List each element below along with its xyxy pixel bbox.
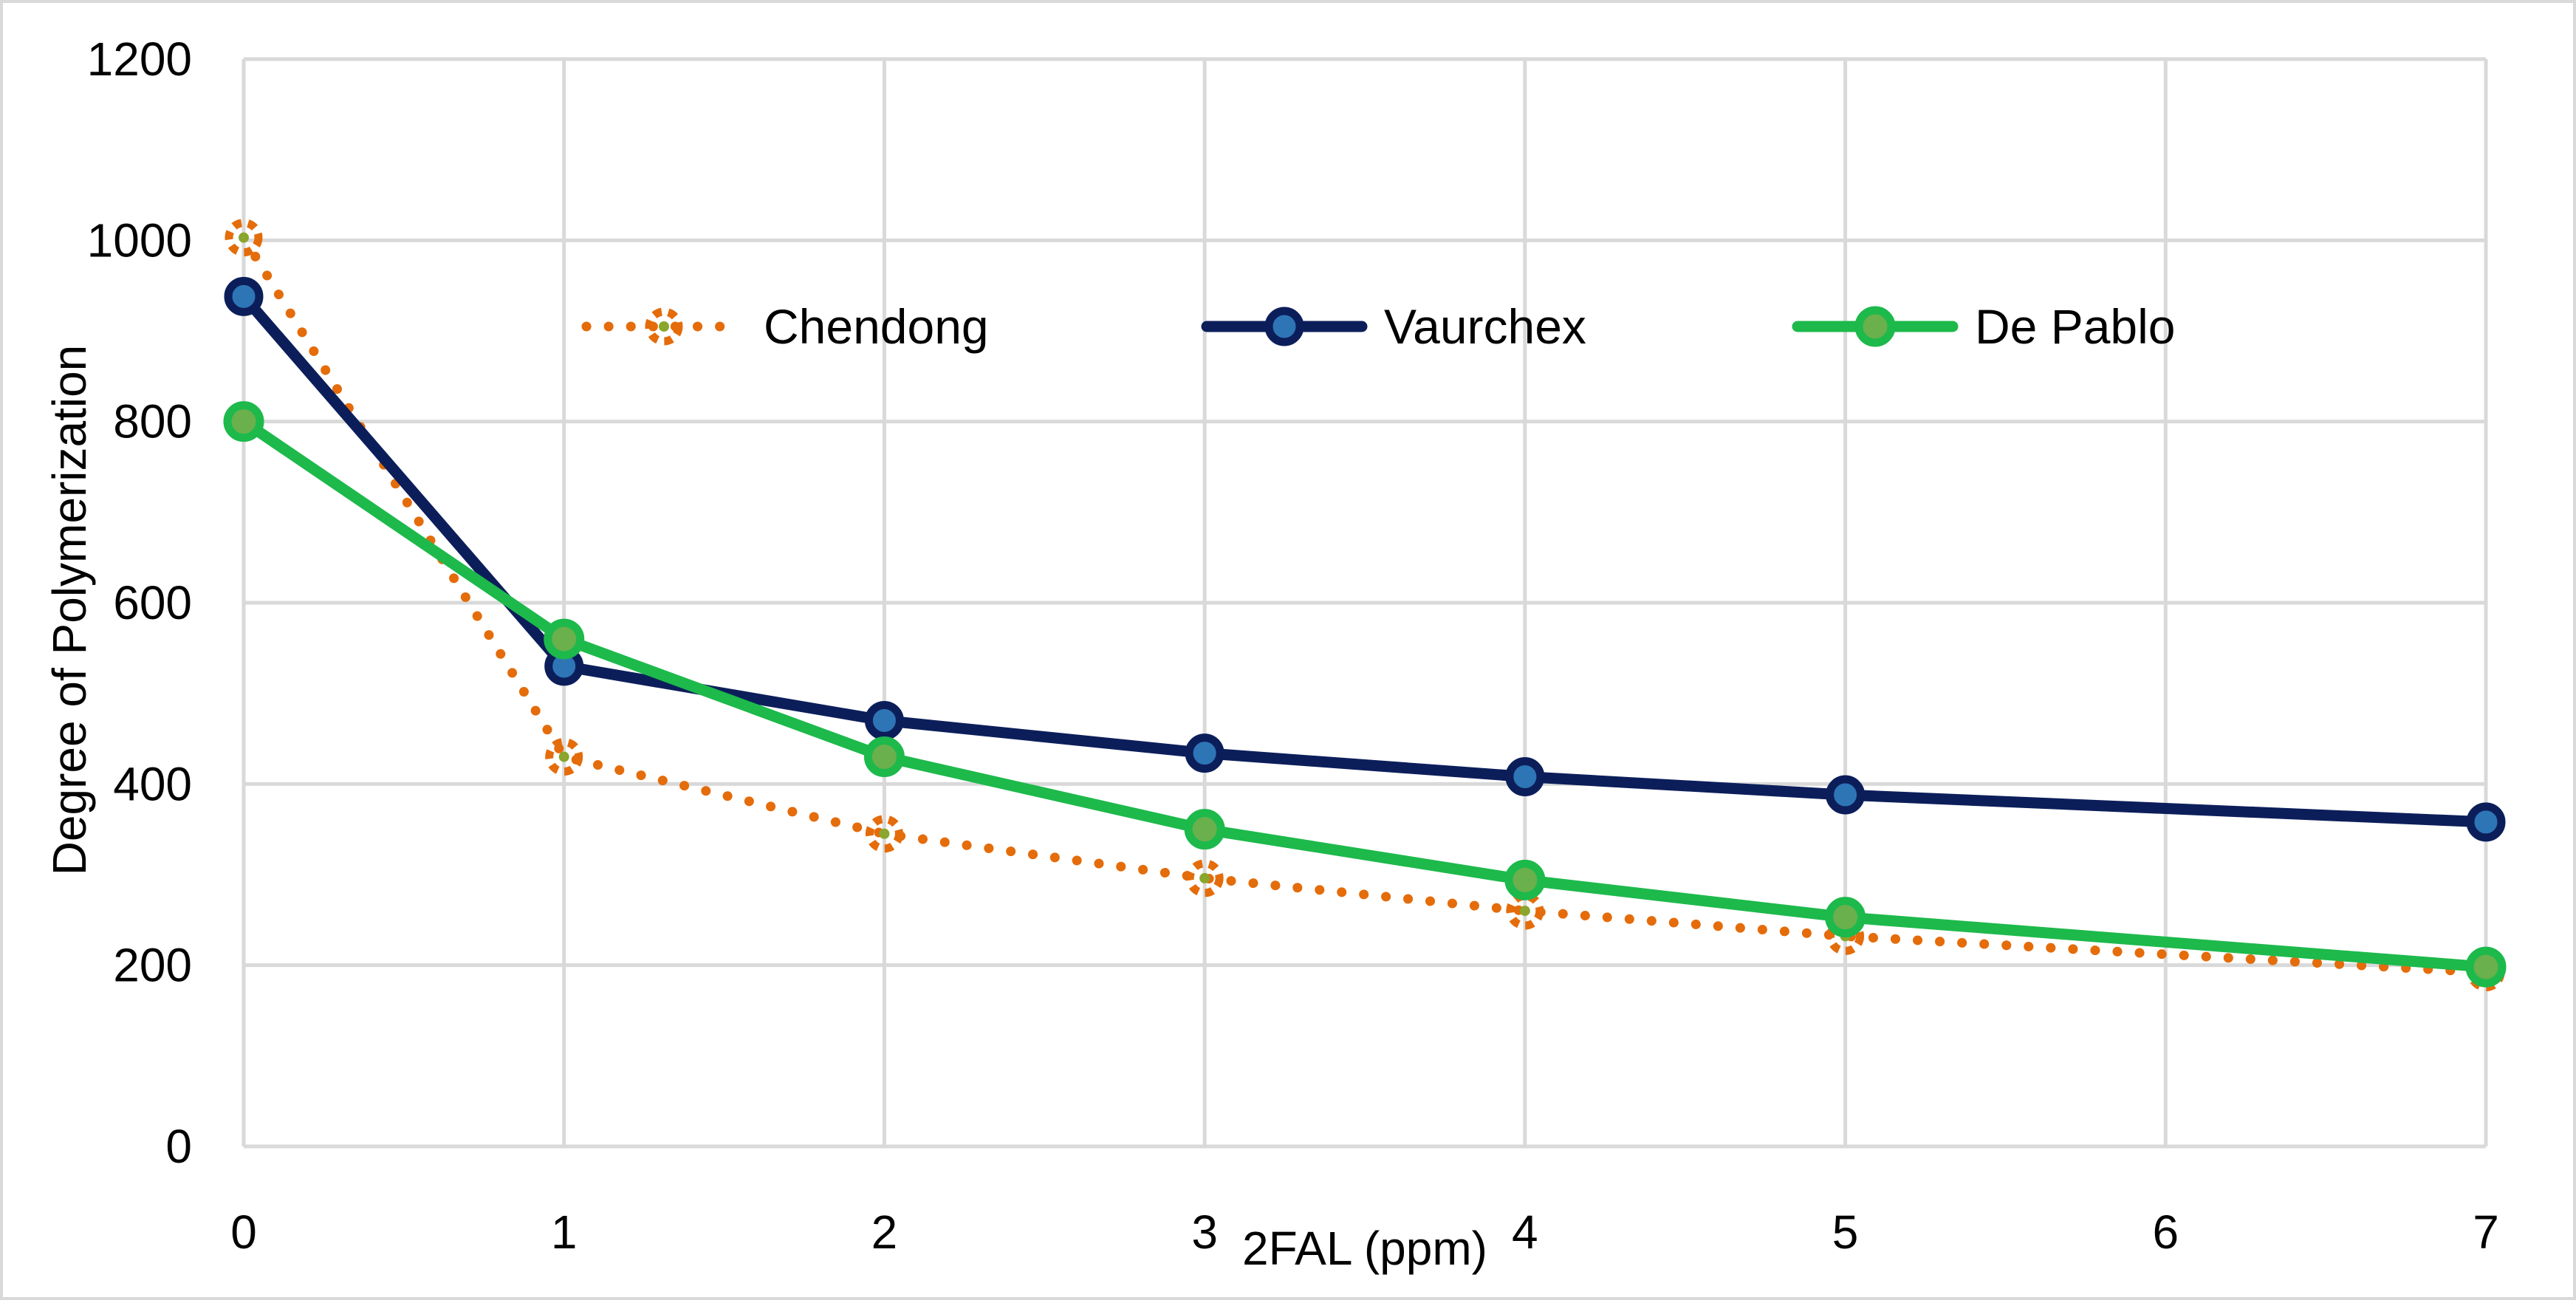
y-tick-label-200: 200 xyxy=(113,939,192,992)
data-point-chendong-3 xyxy=(1185,859,1224,897)
y-axis-title: Degree of Polymerization xyxy=(43,345,96,876)
legend-marker-vaurchex xyxy=(1264,307,1304,346)
y-tick-label-400: 400 xyxy=(113,757,192,810)
y-tick-label-600: 600 xyxy=(113,576,192,629)
data-point-de-pablo-4 xyxy=(1504,859,1546,900)
data-point-chendong-0 xyxy=(225,219,263,257)
x-axis-title: 2FAL (ppm) xyxy=(1242,1222,1487,1275)
x-tick-label-3: 3 xyxy=(1191,1205,1218,1259)
legend: Chendong Vaurchex De Pablo xyxy=(581,299,2176,354)
data-point-vaurchex-0 xyxy=(224,276,264,316)
legend-label-chendong: Chendong xyxy=(764,299,989,354)
data-point-de-pablo-7 xyxy=(2465,946,2507,988)
legend-label-de-pablo: De Pablo xyxy=(1975,299,2176,354)
y-tick-label-800: 800 xyxy=(113,395,192,448)
data-point-vaurchex-7 xyxy=(2466,802,2506,842)
data-point-chendong-1 xyxy=(545,738,583,776)
data-point-vaurchex-2 xyxy=(864,700,904,740)
legend-marker-chendong xyxy=(645,307,683,346)
legend-entry-chendong: Chendong xyxy=(581,299,989,354)
y-tick-label-1200: 1200 xyxy=(87,33,192,86)
legend-label-vaurchex: Vaurchex xyxy=(1384,299,1586,354)
data-point-de-pablo-2 xyxy=(863,736,905,778)
legend-entry-de-pablo: De Pablo xyxy=(1792,299,2176,354)
data-point-vaurchex-3 xyxy=(1185,733,1224,773)
y-tick-label-1000: 1000 xyxy=(87,213,192,267)
series-de-pablo xyxy=(223,401,2507,988)
x-tick-label-2: 2 xyxy=(871,1205,898,1259)
x-tick-label-5: 5 xyxy=(1832,1205,1859,1259)
x-tick-label-4: 4 xyxy=(1512,1205,1538,1259)
grid xyxy=(242,57,2488,1149)
legend-marker-de-pablo xyxy=(1854,306,1896,347)
data-point-chendong-4 xyxy=(1506,892,1544,930)
legend-entry-vaurchex: Vaurchex xyxy=(1201,299,1586,354)
data-point-de-pablo-3 xyxy=(1184,809,1225,850)
series-group xyxy=(223,219,2507,991)
data-point-de-pablo-0 xyxy=(223,401,264,442)
data-point-chendong-2 xyxy=(865,815,903,853)
data-point-de-pablo-1 xyxy=(544,618,585,660)
axes: 0 200 400 600 800 1000 1200 0 1 2 3 4 5 6 7 xyxy=(87,33,2499,1259)
x-tick-label-7: 7 xyxy=(2473,1205,2499,1259)
chart-canvas: 0 200 400 600 800 1000 1200 0 1 2 3 4 5 6 7 Chendong Va… xyxy=(43,33,2507,1275)
data-point-vaurchex-5 xyxy=(1826,775,1866,815)
x-tick-label-0: 0 xyxy=(230,1205,257,1259)
x-tick-label-1: 1 xyxy=(551,1205,578,1259)
series-vaurchex xyxy=(224,276,2506,842)
data-point-de-pablo-5 xyxy=(1825,897,1866,938)
x-tick-label-6: 6 xyxy=(2152,1205,2179,1259)
series-line-de-pablo xyxy=(238,416,2492,973)
y-tick-label-0: 0 xyxy=(165,1120,192,1173)
data-point-vaurchex-4 xyxy=(1505,757,1545,797)
series-line-vaurchex xyxy=(238,290,2492,828)
